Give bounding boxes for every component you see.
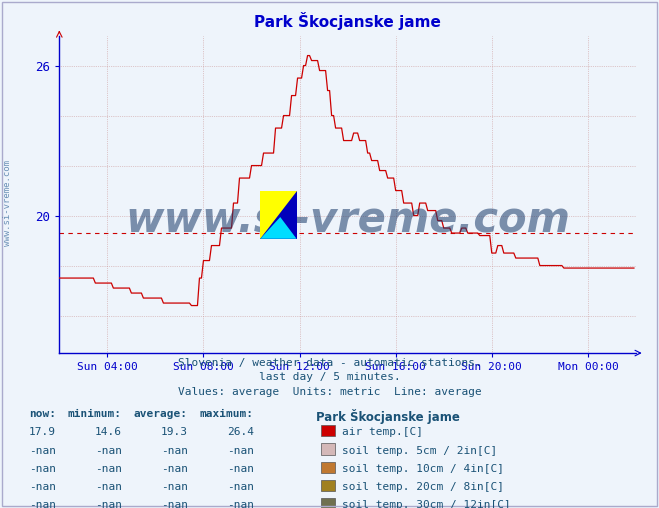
- Text: -nan: -nan: [227, 464, 254, 474]
- Text: air temp.[C]: air temp.[C]: [342, 427, 423, 437]
- Text: Park Škocjanske jame: Park Škocjanske jame: [316, 409, 460, 424]
- Text: maximum:: maximum:: [200, 409, 254, 419]
- Text: soil temp. 20cm / 8in[C]: soil temp. 20cm / 8in[C]: [342, 482, 504, 492]
- Text: -nan: -nan: [29, 446, 56, 456]
- Text: www.si-vreme.com: www.si-vreme.com: [125, 199, 570, 241]
- Text: www.si-vreme.com: www.si-vreme.com: [3, 160, 13, 246]
- Text: -nan: -nan: [161, 500, 188, 508]
- Text: Values: average  Units: metric  Line: average: Values: average Units: metric Line: aver…: [178, 387, 481, 397]
- Text: last day / 5 minutes.: last day / 5 minutes.: [258, 372, 401, 383]
- Text: -nan: -nan: [161, 482, 188, 492]
- Text: now:: now:: [29, 409, 56, 419]
- Text: -nan: -nan: [227, 500, 254, 508]
- Text: soil temp. 30cm / 12in[C]: soil temp. 30cm / 12in[C]: [342, 500, 511, 508]
- Text: 14.6: 14.6: [95, 427, 122, 437]
- Text: -nan: -nan: [29, 482, 56, 492]
- Text: -nan: -nan: [95, 500, 122, 508]
- Text: -nan: -nan: [95, 482, 122, 492]
- Polygon shape: [260, 217, 297, 239]
- Text: soil temp. 5cm / 2in[C]: soil temp. 5cm / 2in[C]: [342, 446, 498, 456]
- Text: average:: average:: [134, 409, 188, 419]
- Text: -nan: -nan: [227, 446, 254, 456]
- Title: Park Škocjanske jame: Park Škocjanske jame: [254, 12, 441, 30]
- Text: 19.3: 19.3: [161, 427, 188, 437]
- Text: -nan: -nan: [29, 500, 56, 508]
- Text: minimum:: minimum:: [68, 409, 122, 419]
- Text: -nan: -nan: [95, 464, 122, 474]
- Text: -nan: -nan: [227, 482, 254, 492]
- Text: soil temp. 10cm / 4in[C]: soil temp. 10cm / 4in[C]: [342, 464, 504, 474]
- Text: -nan: -nan: [161, 464, 188, 474]
- Text: -nan: -nan: [95, 446, 122, 456]
- Text: -nan: -nan: [29, 464, 56, 474]
- Text: 26.4: 26.4: [227, 427, 254, 437]
- Text: Slovenia / weather data - automatic stations.: Slovenia / weather data - automatic stat…: [178, 358, 481, 368]
- Text: -nan: -nan: [161, 446, 188, 456]
- Text: 17.9: 17.9: [29, 427, 56, 437]
- Polygon shape: [260, 190, 297, 239]
